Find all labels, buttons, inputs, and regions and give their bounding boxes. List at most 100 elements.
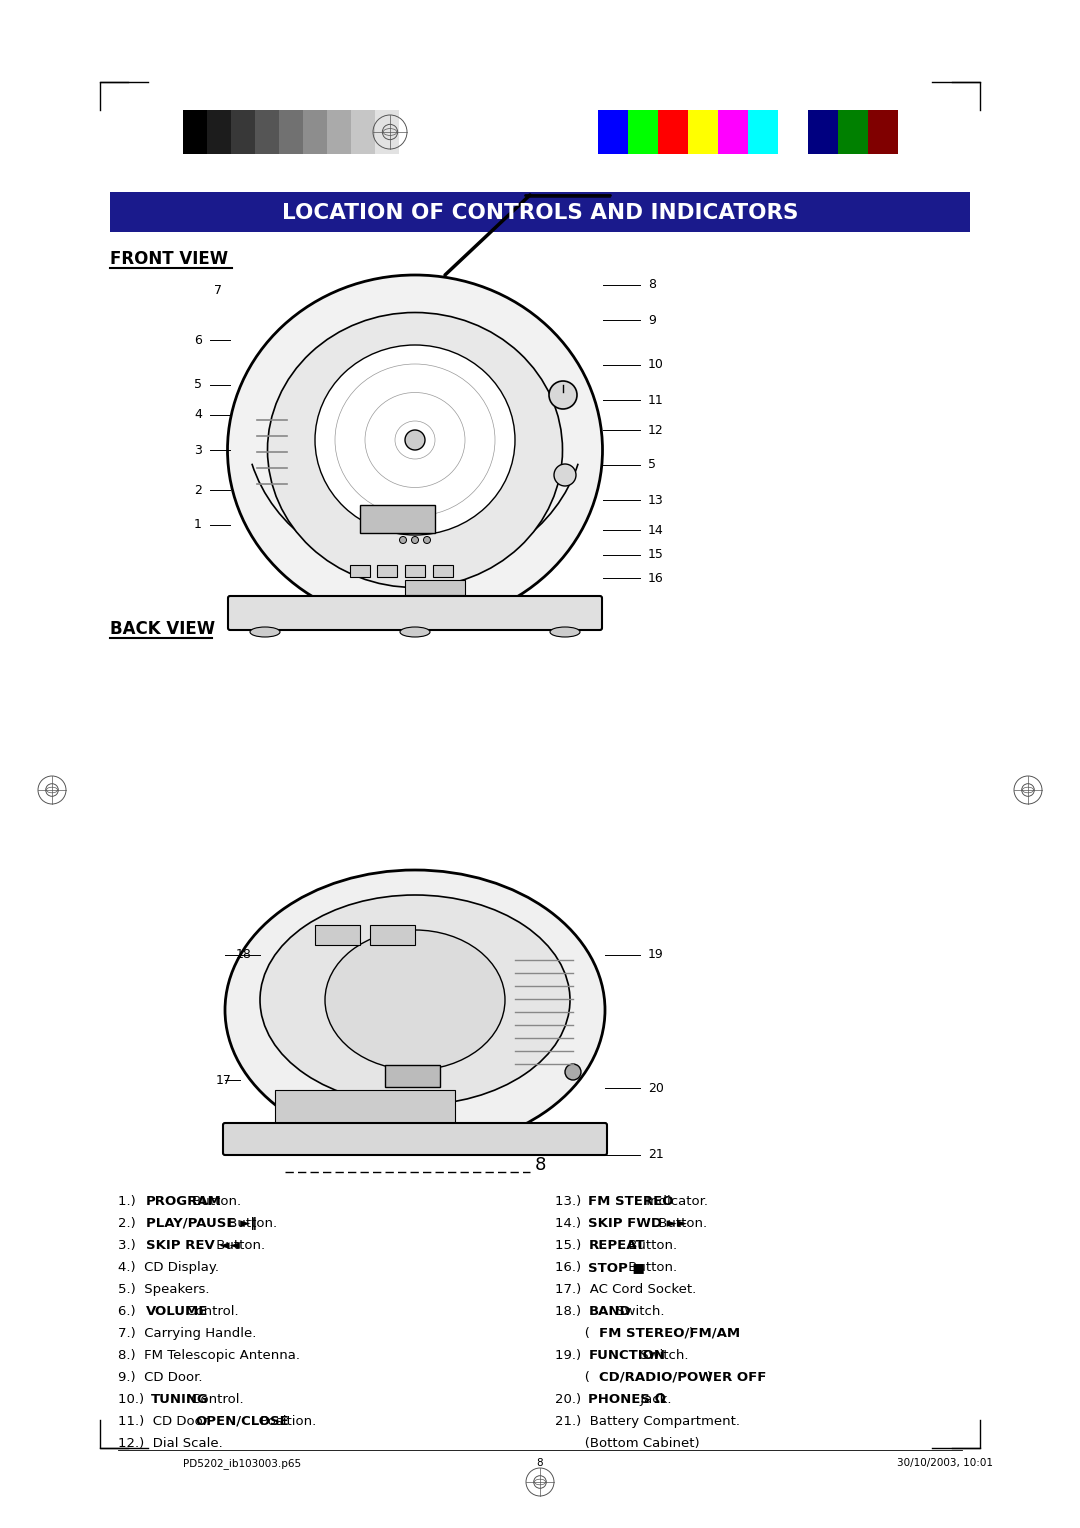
Text: Switch.: Switch. [612, 1305, 665, 1319]
Text: 6.): 6.) [118, 1305, 144, 1319]
Text: 19: 19 [648, 949, 664, 961]
Bar [255, 110, 279, 154]
Text: 5.)  Speakers.: 5.) Speakers. [118, 1284, 210, 1296]
Text: 15.): 15.) [555, 1239, 590, 1251]
Bar [351, 110, 375, 154]
Bar [370, 924, 415, 944]
Ellipse shape [550, 626, 580, 637]
Text: 10.): 10.) [118, 1394, 152, 1406]
Text: 21.)  Battery Compartment.: 21.) Battery Compartment. [555, 1415, 740, 1429]
Ellipse shape [400, 626, 430, 637]
Text: PHONES Ω: PHONES Ω [589, 1394, 666, 1406]
Text: 9.)  CD Door.: 9.) CD Door. [118, 1371, 203, 1384]
Text: 13: 13 [648, 494, 664, 506]
Text: 7: 7 [214, 284, 222, 296]
Text: 14: 14 [648, 524, 664, 536]
Text: 13.): 13.) [555, 1195, 590, 1209]
Text: PD5202_ib103003.p65: PD5202_ib103003.p65 [183, 1458, 301, 1468]
Text: 12.)  Dial Scale.: 12.) Dial Scale. [118, 1436, 222, 1450]
Text: FUNCTION: FUNCTION [589, 1349, 665, 1361]
Text: Button.: Button. [654, 1216, 707, 1230]
Text: BAND: BAND [589, 1305, 631, 1319]
Bar [231, 110, 255, 154]
Text: FRONT VIEW: FRONT VIEW [110, 251, 228, 267]
Bar [598, 110, 627, 154]
Bar [718, 110, 748, 154]
Text: Jack.: Jack. [636, 1394, 672, 1406]
Text: PROGRAM: PROGRAM [146, 1195, 221, 1209]
Text: 30/10/2003, 10:01: 30/10/2003, 10:01 [897, 1458, 993, 1468]
Text: Button.: Button. [624, 1239, 677, 1251]
Bar [627, 110, 658, 154]
Text: 1: 1 [194, 518, 202, 532]
Text: FM STEREO/FM/AM: FM STEREO/FM/AM [599, 1326, 741, 1340]
Text: REPEAT: REPEAT [589, 1239, 645, 1251]
Ellipse shape [268, 313, 563, 587]
Text: 12: 12 [648, 423, 664, 437]
Text: 18.): 18.) [555, 1305, 590, 1319]
Text: ): ) [689, 1326, 694, 1340]
Text: PLAY/PAUSE ►‖: PLAY/PAUSE ►‖ [146, 1216, 257, 1230]
Bar [838, 110, 868, 154]
Text: 17.)  AC Cord Socket.: 17.) AC Cord Socket. [555, 1284, 697, 1296]
Text: VOLUME: VOLUME [146, 1305, 208, 1319]
Bar [110, 193, 970, 232]
Text: 3: 3 [194, 443, 202, 457]
Text: Button.: Button. [624, 1261, 677, 1274]
Text: 8: 8 [537, 1458, 543, 1468]
Circle shape [400, 536, 406, 544]
Bar [375, 110, 399, 154]
Text: (: ( [555, 1326, 590, 1340]
Bar [405, 581, 465, 594]
Text: 10: 10 [648, 359, 664, 371]
Bar [377, 565, 397, 578]
Circle shape [549, 380, 577, 410]
Text: SKIP REV ◄◄: SKIP REV ◄◄ [146, 1239, 240, 1251]
FancyBboxPatch shape [222, 1123, 607, 1155]
Ellipse shape [260, 895, 570, 1105]
Text: 8: 8 [648, 278, 656, 292]
Bar [868, 110, 897, 154]
Bar [303, 110, 327, 154]
Text: Control.: Control. [181, 1305, 239, 1319]
Bar [808, 110, 838, 154]
Text: 8: 8 [535, 1157, 545, 1174]
Bar [279, 110, 303, 154]
Text: Position.: Position. [256, 1415, 316, 1429]
Bar [748, 110, 778, 154]
Ellipse shape [228, 275, 603, 625]
Bar [360, 504, 435, 533]
Text: Button.: Button. [188, 1195, 241, 1209]
Text: ): ) [707, 1371, 713, 1384]
Bar [399, 110, 423, 154]
Ellipse shape [249, 626, 280, 637]
Text: 20: 20 [648, 1082, 664, 1094]
Text: Indicator.: Indicator. [643, 1195, 708, 1209]
Text: 4.)  CD Display.: 4.) CD Display. [118, 1261, 219, 1274]
Ellipse shape [325, 931, 505, 1070]
Text: 15: 15 [648, 549, 664, 561]
Text: 11: 11 [648, 394, 664, 406]
Circle shape [554, 465, 576, 486]
Text: 16.): 16.) [555, 1261, 590, 1274]
Ellipse shape [315, 345, 515, 535]
Text: 6: 6 [194, 333, 202, 347]
Text: (Bottom Cabinet): (Bottom Cabinet) [555, 1436, 700, 1450]
Text: Button.: Button. [224, 1216, 276, 1230]
Text: 5: 5 [194, 379, 202, 391]
Text: 2.): 2.) [118, 1216, 145, 1230]
Ellipse shape [225, 869, 605, 1151]
Text: 18: 18 [237, 949, 252, 961]
Bar [183, 110, 207, 154]
Text: LOCATION OF CONTROLS AND INDICATORS: LOCATION OF CONTROLS AND INDICATORS [282, 203, 798, 223]
Bar [384, 1065, 440, 1086]
Text: 17: 17 [216, 1074, 232, 1086]
Text: 9: 9 [648, 313, 656, 327]
Text: (: ( [555, 1371, 590, 1384]
Text: 14.): 14.) [555, 1216, 590, 1230]
Text: 8.)  FM Telescopic Antenna.: 8.) FM Telescopic Antenna. [118, 1349, 300, 1361]
Text: SKIP FWD ►►: SKIP FWD ►► [589, 1216, 688, 1230]
Bar [405, 565, 426, 578]
Text: 20.): 20.) [555, 1394, 590, 1406]
Circle shape [565, 1063, 581, 1080]
